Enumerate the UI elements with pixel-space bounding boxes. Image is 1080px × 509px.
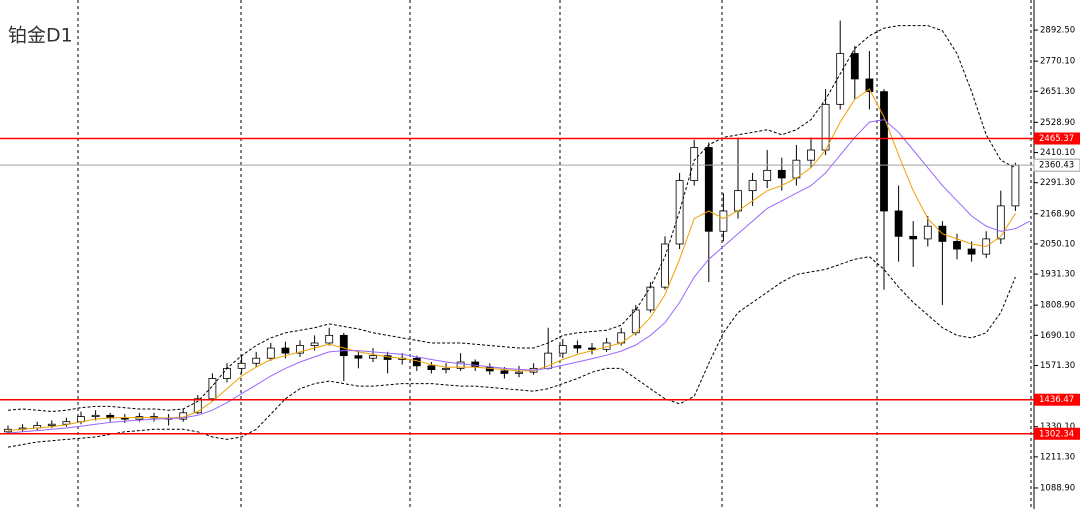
y-tick-label: 1931.30 bbox=[1040, 270, 1075, 280]
candle-body bbox=[1011, 164, 1020, 207]
candle-body bbox=[734, 190, 742, 212]
candle-body bbox=[719, 210, 728, 232]
candle-body bbox=[252, 357, 261, 364]
candle-body bbox=[354, 355, 363, 359]
y-tick-label: 2410.10 bbox=[1040, 148, 1075, 158]
candle-body bbox=[456, 361, 465, 369]
y-tick-label: 2892.50 bbox=[1040, 26, 1075, 36]
candle-body bbox=[996, 205, 1005, 240]
candle-body bbox=[237, 362, 246, 369]
y-tick-label: 2291.30 bbox=[1040, 178, 1075, 188]
level-box bbox=[1034, 427, 1080, 440]
candle-body bbox=[310, 342, 319, 346]
candle-body bbox=[631, 309, 640, 334]
candle-body bbox=[953, 241, 961, 250]
last-price-label: 2360.43 bbox=[1039, 161, 1074, 171]
candle-body bbox=[427, 365, 436, 371]
candle-body bbox=[661, 243, 669, 288]
candle-body bbox=[850, 53, 859, 80]
y-tick-label: 1571.30 bbox=[1040, 361, 1075, 371]
candle-body bbox=[339, 334, 348, 357]
level-box bbox=[1034, 132, 1080, 145]
candle-body bbox=[325, 334, 334, 344]
candle-body bbox=[748, 180, 757, 192]
candle-body bbox=[223, 367, 231, 379]
level-box bbox=[1034, 393, 1080, 406]
candle-body bbox=[369, 355, 377, 359]
candle-body bbox=[763, 169, 772, 181]
candle-body bbox=[923, 225, 932, 240]
candles bbox=[4, 20, 1020, 435]
y-tick-label: 2770.10 bbox=[1040, 57, 1075, 67]
candle-body bbox=[573, 345, 582, 349]
y-tick-label: 1211.30 bbox=[1040, 452, 1075, 462]
level-label: 1302.34 bbox=[1039, 429, 1074, 439]
candle-body bbox=[704, 147, 713, 232]
ma-line bbox=[7, 88, 1016, 432]
candle-body bbox=[880, 91, 888, 212]
candle-body bbox=[515, 371, 523, 374]
ma-line bbox=[7, 119, 1031, 434]
level-label: 2465.37 bbox=[1039, 134, 1074, 144]
y-tick-label: 1088.90 bbox=[1040, 483, 1075, 493]
y-tick-label: 1690.10 bbox=[1040, 331, 1075, 341]
last-price-box bbox=[1033, 158, 1080, 172]
candle-body bbox=[558, 345, 567, 354]
candle-body bbox=[442, 367, 450, 371]
candle-body bbox=[777, 169, 786, 179]
candle-body bbox=[281, 347, 290, 354]
candle-body bbox=[588, 347, 596, 350]
y-tick-label: 2528.90 bbox=[1040, 118, 1075, 128]
candle-body bbox=[894, 210, 903, 237]
y-tick-label: 1330.10 bbox=[1040, 422, 1075, 432]
candle-body bbox=[967, 248, 976, 255]
candle-body bbox=[909, 235, 918, 240]
level-label: 1436.47 bbox=[1039, 395, 1074, 405]
y-tick-label: 2651.30 bbox=[1040, 87, 1075, 97]
candle-body bbox=[500, 370, 509, 374]
candle-body bbox=[865, 78, 874, 93]
candle-body bbox=[821, 103, 830, 151]
candle-body bbox=[266, 347, 275, 359]
candle-body bbox=[836, 53, 845, 105]
candle-body bbox=[792, 159, 801, 179]
y-tick-label: 2050.10 bbox=[1040, 239, 1075, 249]
y-tick-label: 1808.90 bbox=[1040, 301, 1075, 311]
band-line bbox=[7, 25, 1016, 413]
candle-body bbox=[807, 149, 815, 161]
candle-body bbox=[296, 345, 304, 354]
band-line bbox=[7, 256, 1016, 448]
candle-body bbox=[91, 414, 100, 417]
time-grid bbox=[77, 0, 1032, 509]
candle-body bbox=[193, 398, 202, 414]
chart-title: 铂金D1 bbox=[8, 25, 73, 47]
candle-body bbox=[208, 378, 217, 400]
candle-body bbox=[412, 357, 421, 367]
candle-body bbox=[47, 423, 56, 426]
y-tick-label: 2168.90 bbox=[1040, 209, 1075, 219]
candle-body bbox=[690, 147, 699, 181]
